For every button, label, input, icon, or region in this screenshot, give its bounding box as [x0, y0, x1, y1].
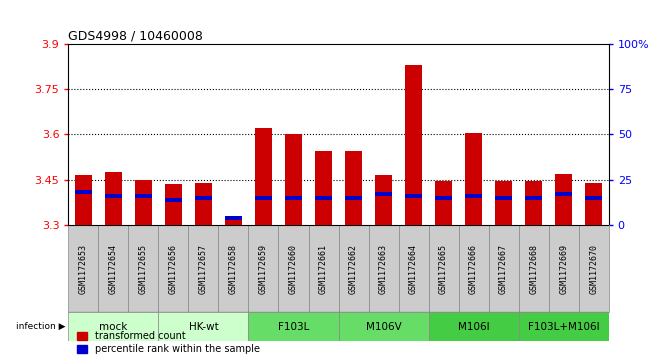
Bar — [68, 225, 98, 312]
Text: GDS4998 / 10460008: GDS4998 / 10460008 — [68, 29, 203, 42]
Bar — [285, 196, 302, 200]
Text: GSM1172666: GSM1172666 — [469, 244, 478, 294]
Bar — [398, 225, 428, 312]
Text: GSM1172669: GSM1172669 — [559, 244, 568, 294]
Bar — [465, 194, 482, 198]
Bar — [165, 198, 182, 202]
Bar — [555, 174, 572, 225]
Bar — [98, 225, 128, 312]
Bar — [585, 196, 602, 200]
Bar — [158, 312, 249, 341]
Text: infection ▶: infection ▶ — [16, 322, 65, 331]
Bar — [135, 194, 152, 198]
Bar — [585, 183, 602, 225]
Text: M106I: M106I — [458, 322, 490, 332]
Bar — [105, 172, 122, 225]
Legend: transformed count, percentile rank within the sample: transformed count, percentile rank withi… — [73, 327, 264, 358]
Bar — [555, 192, 572, 196]
Bar — [315, 151, 332, 225]
Text: GSM1172659: GSM1172659 — [259, 244, 268, 294]
Bar — [195, 183, 212, 225]
Bar — [519, 312, 609, 341]
Bar — [135, 180, 152, 225]
Bar — [165, 184, 182, 225]
Bar — [428, 225, 458, 312]
Bar — [285, 134, 302, 225]
Bar — [75, 175, 92, 225]
Text: GSM1172658: GSM1172658 — [229, 244, 238, 294]
Bar — [195, 196, 212, 200]
Text: HK-wt: HK-wt — [189, 322, 218, 332]
Text: GSM1172662: GSM1172662 — [349, 244, 358, 294]
Bar — [249, 225, 279, 312]
Bar — [315, 196, 332, 200]
Bar — [465, 133, 482, 225]
Bar — [339, 225, 368, 312]
Bar — [489, 225, 519, 312]
Bar — [255, 128, 271, 225]
Bar — [188, 225, 219, 312]
Text: GSM1172664: GSM1172664 — [409, 244, 418, 294]
Bar — [75, 191, 92, 195]
Text: GSM1172670: GSM1172670 — [589, 244, 598, 294]
Text: GSM1172667: GSM1172667 — [499, 244, 508, 294]
Bar — [495, 181, 512, 225]
Bar — [375, 175, 392, 225]
Text: mock: mock — [99, 322, 128, 332]
Bar — [105, 194, 122, 198]
Text: GSM1172657: GSM1172657 — [199, 244, 208, 294]
Bar — [458, 225, 489, 312]
Bar — [549, 225, 579, 312]
Bar — [225, 216, 242, 225]
Text: GSM1172668: GSM1172668 — [529, 244, 538, 294]
Bar — [158, 225, 188, 312]
Text: GSM1172660: GSM1172660 — [289, 244, 298, 294]
Bar — [428, 312, 519, 341]
Text: GSM1172653: GSM1172653 — [79, 244, 88, 294]
Bar — [68, 312, 158, 341]
Bar — [579, 225, 609, 312]
Bar — [525, 181, 542, 225]
Bar — [345, 196, 362, 200]
Bar — [368, 225, 398, 312]
Bar — [436, 181, 452, 225]
Bar — [519, 225, 549, 312]
Bar — [219, 225, 249, 312]
Bar — [345, 151, 362, 225]
Bar — [309, 225, 339, 312]
Bar — [249, 312, 339, 341]
Text: GSM1172665: GSM1172665 — [439, 244, 448, 294]
Text: F103L: F103L — [278, 322, 309, 332]
Text: GSM1172655: GSM1172655 — [139, 244, 148, 294]
Bar — [436, 196, 452, 200]
Text: GSM1172654: GSM1172654 — [109, 244, 118, 294]
Bar — [525, 196, 542, 200]
Bar — [406, 194, 422, 198]
Bar — [339, 312, 428, 341]
Text: GSM1172656: GSM1172656 — [169, 244, 178, 294]
Text: GSM1172661: GSM1172661 — [319, 244, 328, 294]
Bar — [375, 192, 392, 196]
Text: M106V: M106V — [366, 322, 402, 332]
Bar — [495, 196, 512, 200]
Text: GSM1172663: GSM1172663 — [379, 244, 388, 294]
Bar — [255, 196, 271, 200]
Text: F103L+M106I: F103L+M106I — [528, 322, 600, 332]
Bar — [225, 216, 242, 220]
Bar — [406, 65, 422, 225]
Bar — [128, 225, 158, 312]
Bar — [279, 225, 309, 312]
